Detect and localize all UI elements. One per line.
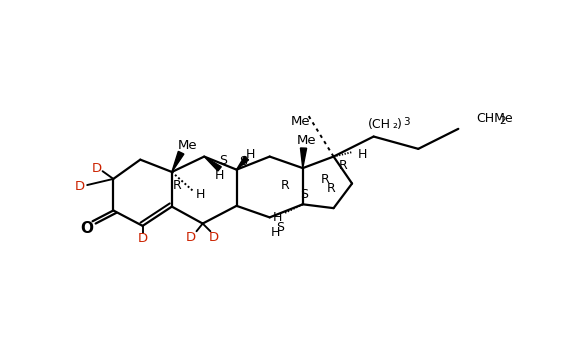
Polygon shape (172, 151, 184, 172)
Text: D: D (74, 180, 85, 193)
Text: H: H (196, 188, 205, 201)
Polygon shape (301, 148, 306, 168)
Text: D: D (137, 233, 148, 245)
Text: S: S (239, 155, 247, 169)
Text: D: D (185, 231, 196, 244)
Text: CHMe: CHMe (476, 112, 513, 125)
Text: H: H (358, 148, 367, 161)
Text: Me: Me (178, 138, 197, 152)
Text: Me: Me (297, 134, 316, 147)
Text: R: R (173, 179, 182, 192)
Polygon shape (204, 157, 221, 171)
Text: O: O (80, 222, 93, 236)
Text: R: R (321, 173, 329, 186)
Text: R: R (281, 179, 289, 192)
Text: 3: 3 (404, 117, 411, 127)
Polygon shape (236, 156, 248, 170)
Text: H: H (246, 148, 255, 161)
Text: R: R (327, 182, 336, 195)
Text: S: S (220, 154, 228, 167)
Text: S: S (300, 188, 308, 201)
Text: H: H (273, 211, 282, 224)
Text: (CH: (CH (369, 119, 392, 131)
Text: H: H (215, 169, 224, 181)
Text: Me: Me (290, 115, 310, 129)
Text: S: S (275, 221, 283, 234)
Text: D: D (91, 162, 101, 175)
Text: ₂): ₂) (393, 119, 402, 131)
Text: R: R (339, 159, 347, 172)
Text: 2: 2 (499, 116, 506, 126)
Text: D: D (209, 231, 219, 244)
Text: H: H (270, 226, 280, 239)
